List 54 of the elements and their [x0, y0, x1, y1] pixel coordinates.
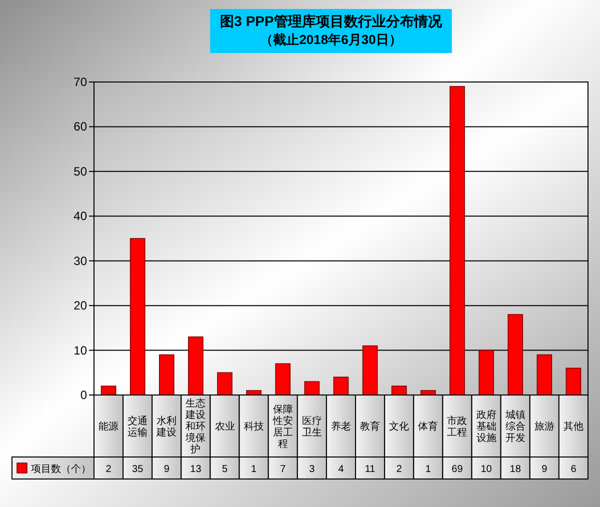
y-tick-label: 30 [74, 254, 88, 268]
x-tick-label: 旅游 [534, 420, 554, 432]
data-label: 2 [106, 464, 112, 475]
legend-label: 项目数（个） [31, 463, 91, 475]
x-tick-label: 教育 [360, 420, 380, 432]
data-label: 35 [132, 464, 144, 475]
y-tick-label: 50 [74, 164, 88, 178]
x-tick-label: 体育 [418, 420, 438, 432]
bar [566, 368, 582, 396]
data-label: 11 [364, 464, 376, 475]
title: 图3 PPP管理库项目数行业分布情况 （截止2018年6月30日） [210, 9, 452, 53]
data-label: 18 [510, 464, 522, 475]
data-label: 2 [396, 464, 402, 475]
bar [217, 372, 232, 396]
bar [333, 376, 349, 396]
data-label: 69 [452, 464, 464, 475]
bar [304, 381, 320, 396]
data-label: 13 [190, 464, 202, 475]
data-label: 7 [280, 464, 286, 475]
x-tick-label: 市政工程 [447, 414, 468, 438]
bar [275, 363, 291, 396]
bar [100, 386, 116, 396]
data-label: 3 [309, 464, 316, 475]
y-tick-label: 70 [74, 75, 88, 89]
data-label: 9 [164, 464, 170, 475]
bar [391, 386, 407, 396]
data-label: 1 [251, 464, 258, 475]
x-tick-label: 养老 [331, 420, 351, 432]
x-tick-label: 文化 [389, 420, 410, 432]
x-tick-label: 其他 [563, 420, 584, 432]
data-label: 6 [570, 464, 577, 475]
x-tick-label: 保障性安居工程 [272, 403, 293, 450]
x-tick-label: 生态建设和环境保护 [184, 398, 206, 456]
x-tick-label: 医疗卫生 [302, 414, 322, 438]
y-tick-label: 60 [74, 120, 88, 134]
x-tick-label: 水利建设 [156, 414, 177, 438]
chart-subtitle: （截止2018年6月30日） [260, 32, 402, 47]
chart-title: 图3 PPP管理库项目数行业分布情况 [220, 13, 443, 29]
y-tick-label: 0 [80, 388, 88, 402]
x-tick-label: 城镇综合开发 [504, 409, 526, 444]
y-tick-label: 10 [74, 343, 88, 358]
x-tick-label: 科技 [244, 420, 264, 432]
x-tick-label: 交通运输 [128, 414, 148, 438]
data-label: 5 [222, 464, 228, 475]
data-label: 9 [542, 464, 548, 475]
legend: 项目数（个） [16, 462, 91, 475]
y-tick-label: 20 [74, 298, 88, 313]
data-label: 10 [480, 464, 492, 475]
y-tick-label: 40 [74, 209, 88, 224]
x-tick-label: 能源 [98, 420, 119, 432]
data-label: 1 [425, 464, 432, 475]
x-tick-label: 农业 [214, 420, 235, 432]
x-tick-label: 政府基础设施 [476, 409, 496, 444]
data-label: 4 [338, 464, 344, 475]
